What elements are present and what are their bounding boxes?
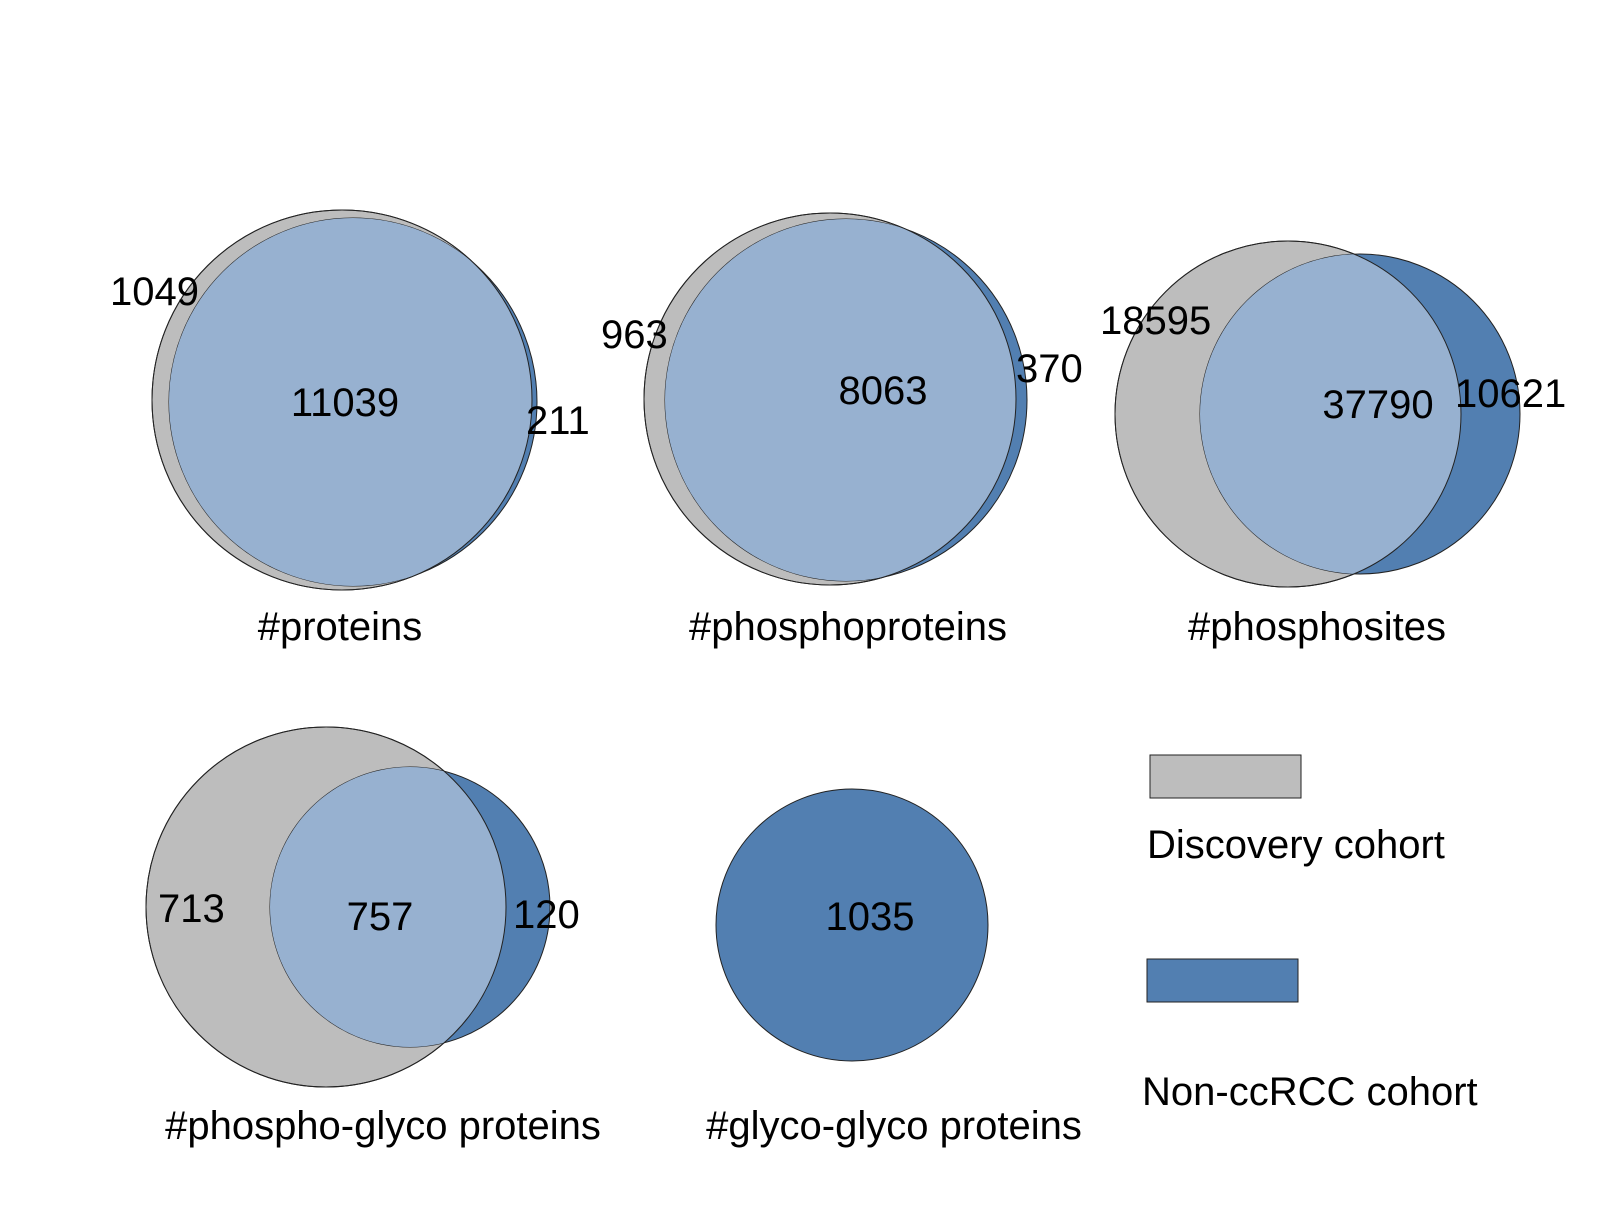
shared-count: 37790 — [1322, 383, 1433, 427]
venn-phosphoproteins: 963 8063 370 #phosphoproteins — [601, 212, 1083, 649]
legend-discovery-swatch — [1149, 754, 1302, 799]
overlap-region — [270, 767, 506, 1047]
venn-caption: #phospho-glyco proteins — [165, 1104, 601, 1148]
legend-non-ccrcc-label: Non-ccRCC cohort — [1142, 1070, 1478, 1114]
overlap-region — [665, 219, 1016, 581]
legend: Discovery cohort Non-ccRCC cohort — [1142, 754, 1478, 1114]
venn-glyco-glyco: 1035 #glyco-glyco proteins — [706, 788, 1082, 1148]
venn-phospho-glyco: 713 757 120 #phospho-glyco proteins — [145, 726, 601, 1148]
venn-caption: #phosphosites — [1188, 605, 1446, 649]
shared-count: 757 — [347, 895, 414, 939]
non-ccrcc-only-count: 10621 — [1455, 372, 1566, 416]
non-ccrcc-only-count: 370 — [1016, 347, 1083, 391]
shared-count: 1035 — [826, 895, 915, 939]
venn-proteins: 1049 11039 211 #proteins — [110, 209, 590, 649]
discovery-only-count: 1049 — [110, 270, 199, 314]
discovery-outline — [145, 726, 507, 1088]
discovery-outline — [643, 212, 1017, 586]
discovery-only-count: 18595 — [1100, 299, 1211, 343]
non-ccrcc-only-count: 120 — [513, 893, 580, 937]
venn-caption: #glyco-glyco proteins — [706, 1104, 1082, 1148]
venn-caption: #proteins — [258, 605, 423, 649]
non-ccrcc-only-count: 211 — [526, 399, 590, 443]
venn-phosphosites: 18595 37790 10621 #phosphosites — [1100, 240, 1566, 649]
discovery-only-count: 713 — [158, 887, 225, 931]
legend-discovery-label: Discovery cohort — [1147, 823, 1445, 867]
shared-count: 8063 — [839, 369, 928, 413]
overlap-region — [169, 218, 532, 586]
shared-count: 11039 — [291, 381, 399, 425]
discovery-outline — [1114, 240, 1462, 588]
discovery-only-count: 963 — [601, 313, 668, 357]
venn-caption: #phosphoproteins — [689, 605, 1007, 649]
non-ccrcc-circle — [715, 788, 989, 1062]
legend-non-ccrcc-swatch — [1146, 958, 1299, 1003]
discovery-outline — [151, 209, 533, 591]
